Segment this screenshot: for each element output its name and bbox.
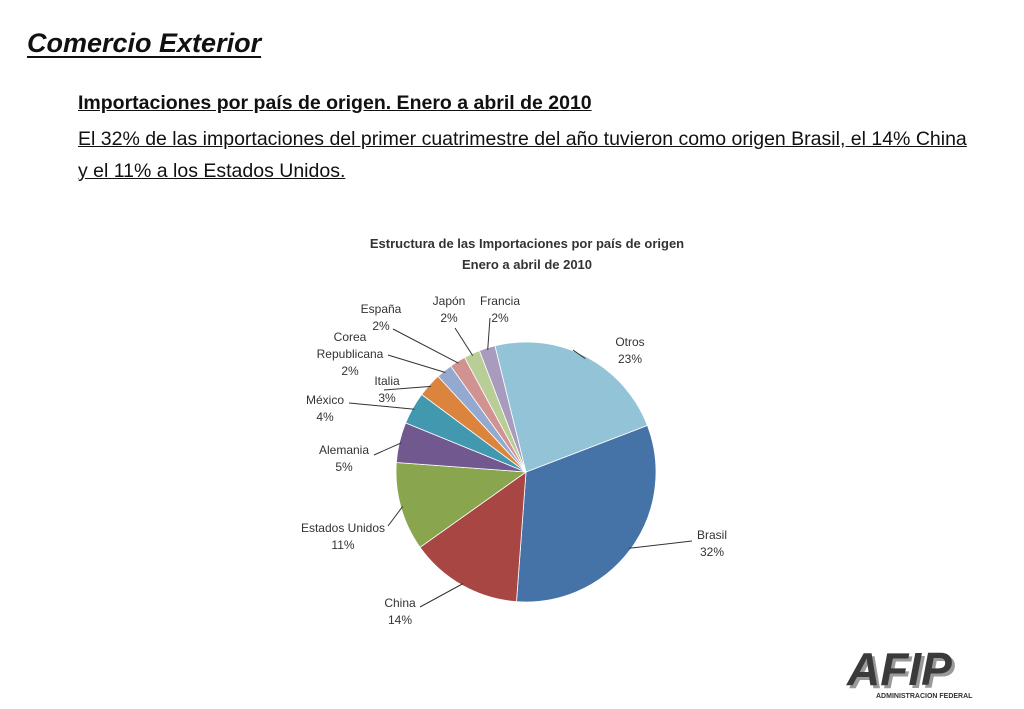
chart-title-line-2: Enero a abril de 2010 xyxy=(462,257,592,272)
pie-slice-brasil xyxy=(516,424,657,603)
leader-line-francia xyxy=(487,317,491,350)
data-labels: Brasil 32% China 14% Estados Unidos 11% Aleman… xyxy=(301,294,727,627)
pie-slices xyxy=(395,341,657,603)
page-title: Comercio Exterior xyxy=(27,28,262,58)
data-label-mexico: México 4% xyxy=(306,393,344,424)
data-label-corea-republicana: Corea Republicana 2% xyxy=(317,330,384,378)
leader-lines xyxy=(348,317,693,608)
data-label-china: China 14% xyxy=(384,596,416,627)
leader-line-mexico xyxy=(348,402,415,410)
data-label-italia: Italia 3% xyxy=(374,374,400,405)
leader-line-japon xyxy=(454,327,474,356)
data-label-otros: Otros 23% xyxy=(615,335,644,366)
leader-line-estados-unidos xyxy=(387,506,404,527)
leader-line-espana xyxy=(392,328,459,364)
chart-title-line-1: Estructura de las Importaciones por país… xyxy=(370,236,684,251)
slide-body-text: El 32% de las importaciones del primer c… xyxy=(78,128,967,182)
leader-line-corea-republicana xyxy=(387,354,446,373)
pie-slice-otros xyxy=(494,341,648,473)
afip-logo-text: AFIP xyxy=(846,650,952,695)
afip-logo-shadow: AFIP xyxy=(849,650,955,698)
pie-slice-estados-unidos xyxy=(395,462,528,548)
pie-slice-china xyxy=(419,471,527,603)
leader-line-china xyxy=(419,583,464,608)
data-label-japon: Japón 2% xyxy=(433,294,466,325)
slide-subtitle: Importaciones por país de origen. Enero … xyxy=(78,92,592,114)
leader-line-brasil xyxy=(628,540,693,549)
leader-line-italia xyxy=(383,385,431,391)
data-label-francia: Francia 2% xyxy=(480,294,520,325)
afip-logo-caption: ADMINISTRACION FEDERAL xyxy=(876,693,973,700)
data-label-alemania: Alemania 5% xyxy=(319,443,369,474)
chart-title: Estructura de las Importaciones por país… xyxy=(370,236,684,272)
leader-line-alemania xyxy=(373,442,402,456)
leader-line-otros xyxy=(572,349,586,360)
afip-logo: AFIP AFIP ADMINISTRACION FEDERAL xyxy=(846,650,973,700)
data-label-estados-unidos: Estados Unidos 11% xyxy=(301,521,385,552)
data-label-espana: España 2% xyxy=(361,302,402,333)
data-label-brasil: Brasil 32% xyxy=(697,528,727,559)
